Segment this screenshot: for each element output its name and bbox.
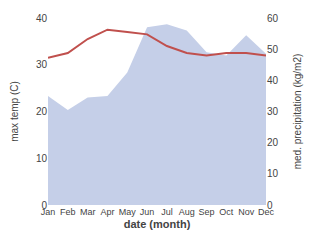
svg-text:20: 20 bbox=[36, 106, 48, 117]
svg-text:Jan: Jan bbox=[41, 207, 56, 217]
svg-text:Apr: Apr bbox=[100, 207, 114, 217]
svg-text:Oct: Oct bbox=[219, 207, 234, 217]
svg-text:Mar: Mar bbox=[80, 207, 96, 217]
svg-text:Dec: Dec bbox=[258, 207, 275, 217]
svg-text:50: 50 bbox=[267, 44, 279, 55]
svg-text:40: 40 bbox=[36, 13, 48, 24]
svg-text:60: 60 bbox=[267, 13, 279, 24]
svg-text:10: 10 bbox=[267, 168, 279, 179]
svg-text:0: 0 bbox=[41, 200, 47, 211]
svg-text:Jun: Jun bbox=[140, 207, 155, 217]
svg-text:med. precipitation (kg/m2): med. precipitation (kg/m2) bbox=[292, 54, 303, 170]
svg-text:date (month): date (month) bbox=[124, 218, 191, 230]
svg-text:30: 30 bbox=[36, 59, 48, 70]
svg-text:Aug: Aug bbox=[179, 207, 195, 217]
svg-text:Sep: Sep bbox=[199, 207, 215, 217]
svg-text:0: 0 bbox=[267, 200, 273, 211]
svg-text:20: 20 bbox=[267, 137, 279, 148]
svg-text:max temp (C): max temp (C) bbox=[9, 81, 20, 142]
svg-text:30: 30 bbox=[267, 106, 279, 117]
svg-text:10: 10 bbox=[36, 153, 48, 164]
svg-text:Jul: Jul bbox=[161, 207, 173, 217]
svg-text:40: 40 bbox=[267, 75, 279, 86]
svg-text:May: May bbox=[119, 207, 137, 217]
svg-text:Feb: Feb bbox=[60, 207, 76, 217]
svg-text:Nov: Nov bbox=[238, 207, 255, 217]
